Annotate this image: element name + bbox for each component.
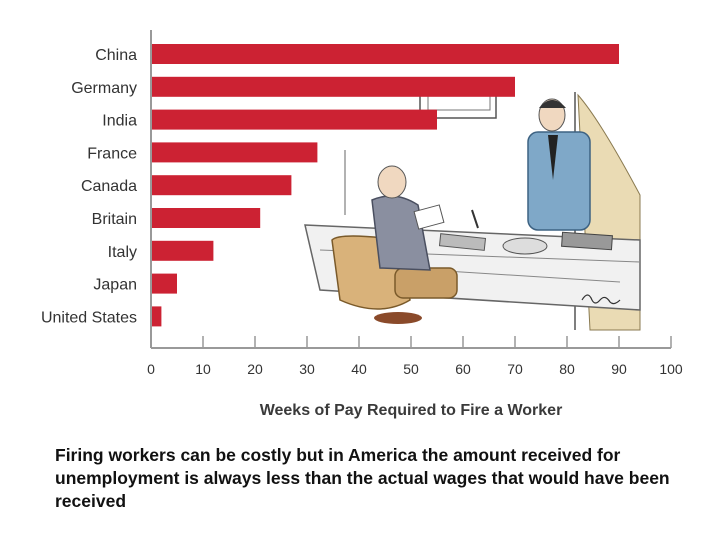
category-label: Germany [71,80,137,97]
x-tick-label: 50 [403,361,419,377]
x-ticks: 0 10 20 30 40 50 60 70 80 90 100 [147,336,683,377]
category-label: Canada [81,178,137,195]
category-label: China [95,47,137,64]
category-labels: China Germany India France Canada Britain Ital… [41,47,137,326]
bar-canada [152,175,292,196]
x-tick-label: 20 [247,361,263,377]
category-label: India [102,113,137,130]
bar-chart: China Germany India France Canada Britain Ital… [41,30,683,419]
bar-italy [152,240,214,261]
x-axis-label: Weeks of Pay Required to Fire a Worker [260,402,563,419]
x-tick-label: 80 [559,361,575,377]
category-label: Britain [92,211,137,228]
bar-china [152,44,619,64]
bar-germany [152,76,515,97]
bar-japan [152,273,177,294]
caption-text: Firing workers can be costly but in Amer… [55,445,670,511]
x-tick-label: 0 [147,361,155,377]
x-tick-label: 40 [351,361,367,377]
bar-india [152,109,437,130]
x-tick-label: 30 [299,361,315,377]
x-tick-label: 10 [195,361,211,377]
bars-group [152,44,619,327]
bar-britain [152,208,261,228]
x-tick-label: 100 [659,361,683,377]
category-label: United States [41,309,137,326]
category-label: Japan [93,277,137,294]
bar-france [152,142,318,163]
category-label: France [87,145,137,162]
office-cartoon-icon [304,88,641,331]
category-label: Italy [108,244,137,261]
x-tick-label: 90 [611,361,627,377]
x-tick-label: 60 [455,361,471,377]
bar-united-states [152,306,162,327]
x-tick-label: 70 [507,361,523,377]
